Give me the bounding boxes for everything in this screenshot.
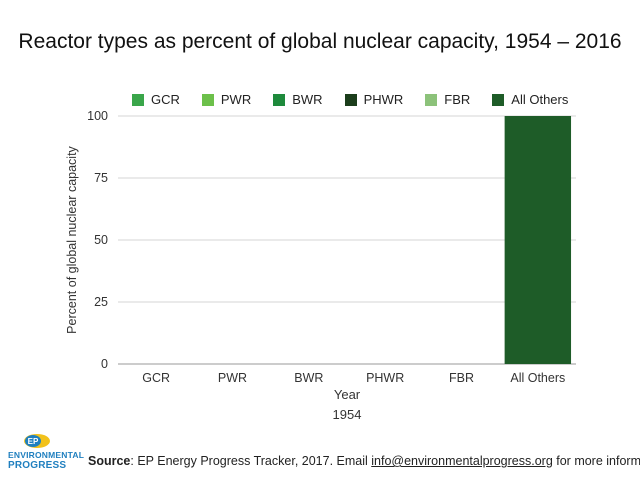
- ep-badge-icon: EP: [24, 434, 50, 448]
- environmental-progress-logo: EP ENVIRONMENTAL PROGRESS: [8, 433, 85, 471]
- legend-label: GCR: [151, 92, 180, 107]
- y-tick-label: 50: [94, 233, 108, 247]
- legend-swatch: [344, 93, 357, 106]
- source-tail: for more information.: [556, 454, 640, 468]
- legend-label: FBR: [444, 92, 471, 107]
- x-tick-label: FBR: [449, 371, 474, 385]
- year-label: 1954: [332, 407, 362, 422]
- legend-swatch: [273, 93, 286, 106]
- legend-item-phwr: PHWR: [344, 92, 404, 107]
- legend-swatch: [425, 93, 438, 106]
- x-axis-label: Year: [333, 387, 361, 402]
- x-tick-label: All Others: [510, 371, 565, 385]
- legend-item-gcr: GCR: [132, 92, 180, 107]
- x-tick-label: BWR: [294, 371, 323, 385]
- legend-item-fbr: FBR: [425, 92, 470, 107]
- legend-item-all-others: All Others: [492, 92, 568, 107]
- legend-label: BWR: [292, 92, 323, 107]
- legend-swatch: [132, 93, 144, 106]
- y-tick-label: 75: [94, 171, 108, 185]
- chart-legend: GCR PWR BWR PHWR FBR All Others: [132, 92, 590, 107]
- email-link[interactable]: info@environmentalprogress.org: [371, 454, 553, 468]
- legend-swatch: [201, 93, 214, 106]
- source-text: : EP Energy Progress Tracker, 2017. Emai…: [130, 454, 372, 468]
- y-tick-label: 25: [94, 295, 108, 309]
- logo-badge-text: EP: [28, 437, 39, 446]
- legend-item-pwr: PWR: [201, 92, 252, 107]
- x-tick-label: GCR: [142, 371, 170, 385]
- logo-line1: ENVIRONMENTAL: [8, 450, 85, 460]
- legend-label: PWR: [220, 92, 252, 107]
- x-tick-label: PWR: [218, 371, 247, 385]
- logo-line2: PROGRESS: [8, 460, 67, 471]
- legend-label: All Others: [511, 92, 569, 107]
- source-note: Source: EP Energy Progress Tracker, 2017…: [88, 454, 640, 468]
- chart-title: Reactor types as percent of global nucle…: [18, 30, 622, 53]
- source-label: Source: [88, 454, 131, 468]
- bar-all-others: [504, 116, 572, 364]
- legend-label: PHWR: [363, 92, 404, 107]
- y-axis-label: Percent of global nuclear capacity: [65, 146, 79, 334]
- y-tick-label: 100: [87, 109, 108, 123]
- x-tick-label: PHWR: [366, 371, 404, 385]
- legend-swatch: [492, 93, 505, 106]
- y-tick-label: 0: [101, 357, 108, 371]
- legend-item-bwr: BWR: [273, 92, 323, 107]
